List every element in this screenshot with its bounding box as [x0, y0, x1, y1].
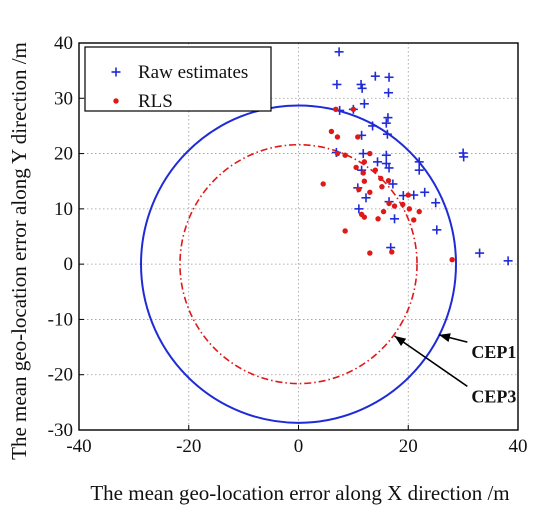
- legend-plus-marker: [111, 67, 121, 77]
- rls-point: [342, 228, 348, 234]
- cep-circle-cep3: [179, 143, 418, 385]
- raw-estimate-point: [431, 198, 441, 208]
- rls-point: [355, 134, 361, 140]
- rls-point: [350, 106, 357, 113]
- raw-estimate-point: [382, 129, 392, 139]
- rls-point: [406, 206, 413, 212]
- raw-estimate-point: [384, 163, 394, 173]
- rls-point: [367, 150, 373, 157]
- legend-box: [84, 46, 272, 112]
- raw-estimate-point: [332, 79, 342, 89]
- raw-estimate-point: [383, 88, 393, 98]
- annotation-label-cep1: CEP1: [471, 342, 516, 362]
- rls-point: [391, 203, 398, 209]
- y-tick-label: 20: [54, 144, 73, 165]
- annotation-label-cep3: CEP3: [471, 386, 516, 406]
- legend-label-rls: RLS: [138, 91, 173, 112]
- rls-point: [361, 178, 368, 184]
- rls-point: [411, 217, 417, 223]
- legend-marker-rls: [113, 98, 119, 104]
- rls-point: [367, 189, 373, 195]
- rls-point: [405, 192, 411, 198]
- x-tick-label: 20: [399, 436, 418, 457]
- raw-estimate-point: [354, 204, 364, 214]
- rls-point: [385, 177, 392, 184]
- rls-point: [334, 134, 341, 140]
- y-tick-label: 10: [54, 199, 73, 220]
- rls-point: [372, 167, 379, 173]
- raw-estimate-point: [503, 256, 513, 266]
- rls-point: [353, 164, 359, 171]
- y-tick-label: 40: [54, 33, 73, 54]
- y-tick-label: -20: [48, 365, 73, 386]
- rls-point: [334, 150, 341, 157]
- rls-point: [367, 250, 373, 256]
- cep-circle-cep1: [140, 104, 457, 424]
- rls-point: [416, 208, 422, 215]
- raw-estimate-point: [373, 157, 383, 167]
- rls-point: [360, 170, 366, 176]
- rls-point: [361, 214, 368, 220]
- annotations: CEP1 CEP3: [394, 333, 516, 406]
- raw-estimate-point: [334, 47, 344, 57]
- y-tick-label: 0: [64, 254, 74, 275]
- x-tick-label: 40: [509, 436, 528, 457]
- y-tick-label: -30: [48, 420, 73, 441]
- raw-estimate-point: [358, 149, 368, 159]
- annotation-arrow-line: [394, 335, 468, 388]
- rls-point: [378, 175, 384, 182]
- cep-circles: [140, 104, 457, 424]
- raw-estimate-point: [359, 99, 369, 109]
- y-axis-label: The mean geo-location error along Y dire…: [7, 42, 31, 460]
- raw-estimate-point: [361, 193, 371, 203]
- rls-point: [380, 208, 387, 215]
- raw-estimate-point: [356, 79, 366, 89]
- raw-estimate-point: [370, 71, 380, 81]
- legend: Raw estimates RLS: [84, 46, 272, 112]
- legend-dot-marker: [113, 98, 119, 104]
- raw-estimate-point: [420, 187, 430, 197]
- x-tick-label: -20: [176, 436, 201, 457]
- rls-point: [375, 216, 381, 222]
- rls-point: [328, 128, 335, 135]
- rls-point: [356, 186, 362, 193]
- ticks: -40 -20 0 20 40 -30 -20 -10 0 10 20 30 40: [48, 33, 528, 457]
- raw-estimate-point: [381, 118, 391, 128]
- y-tick-label: 30: [54, 88, 73, 109]
- raw-estimate-point: [384, 72, 394, 82]
- rls-point: [333, 106, 339, 113]
- raw-estimate-point: [459, 152, 469, 162]
- raw-estimate-point: [381, 150, 391, 160]
- rls-point: [389, 249, 395, 255]
- raw-estimate-point: [388, 179, 398, 189]
- x-tick-label: 0: [294, 436, 304, 457]
- raw-estimate-point: [414, 157, 424, 167]
- rls-point: [386, 200, 392, 207]
- legend-label-raw-estimates: Raw estimates: [138, 62, 248, 83]
- raw-estimate-point: [357, 83, 367, 93]
- y-tick-label: -10: [48, 309, 73, 330]
- rls-point: [342, 152, 348, 158]
- rls-point: [379, 184, 385, 190]
- rls-point: [400, 201, 406, 208]
- raw-estimate-point: [390, 214, 400, 224]
- data-points: [320, 47, 513, 266]
- annotation-arrowhead: [394, 336, 407, 346]
- raw-estimate-point: [414, 165, 424, 175]
- x-tick-label: -40: [66, 436, 91, 457]
- raw-estimate-point: [368, 121, 378, 131]
- x-axis-label: The mean geo-location error along X dire…: [90, 481, 509, 505]
- raw-estimate-point: [432, 225, 442, 235]
- raw-estimate-point: [475, 248, 485, 258]
- annotation-arrowhead: [438, 333, 451, 342]
- legend-marker-raw-estimates: [111, 67, 121, 77]
- raw-estimate-point: [383, 113, 393, 123]
- rls-point: [449, 257, 455, 263]
- rls-point: [320, 181, 326, 187]
- rls-point: [361, 159, 368, 165]
